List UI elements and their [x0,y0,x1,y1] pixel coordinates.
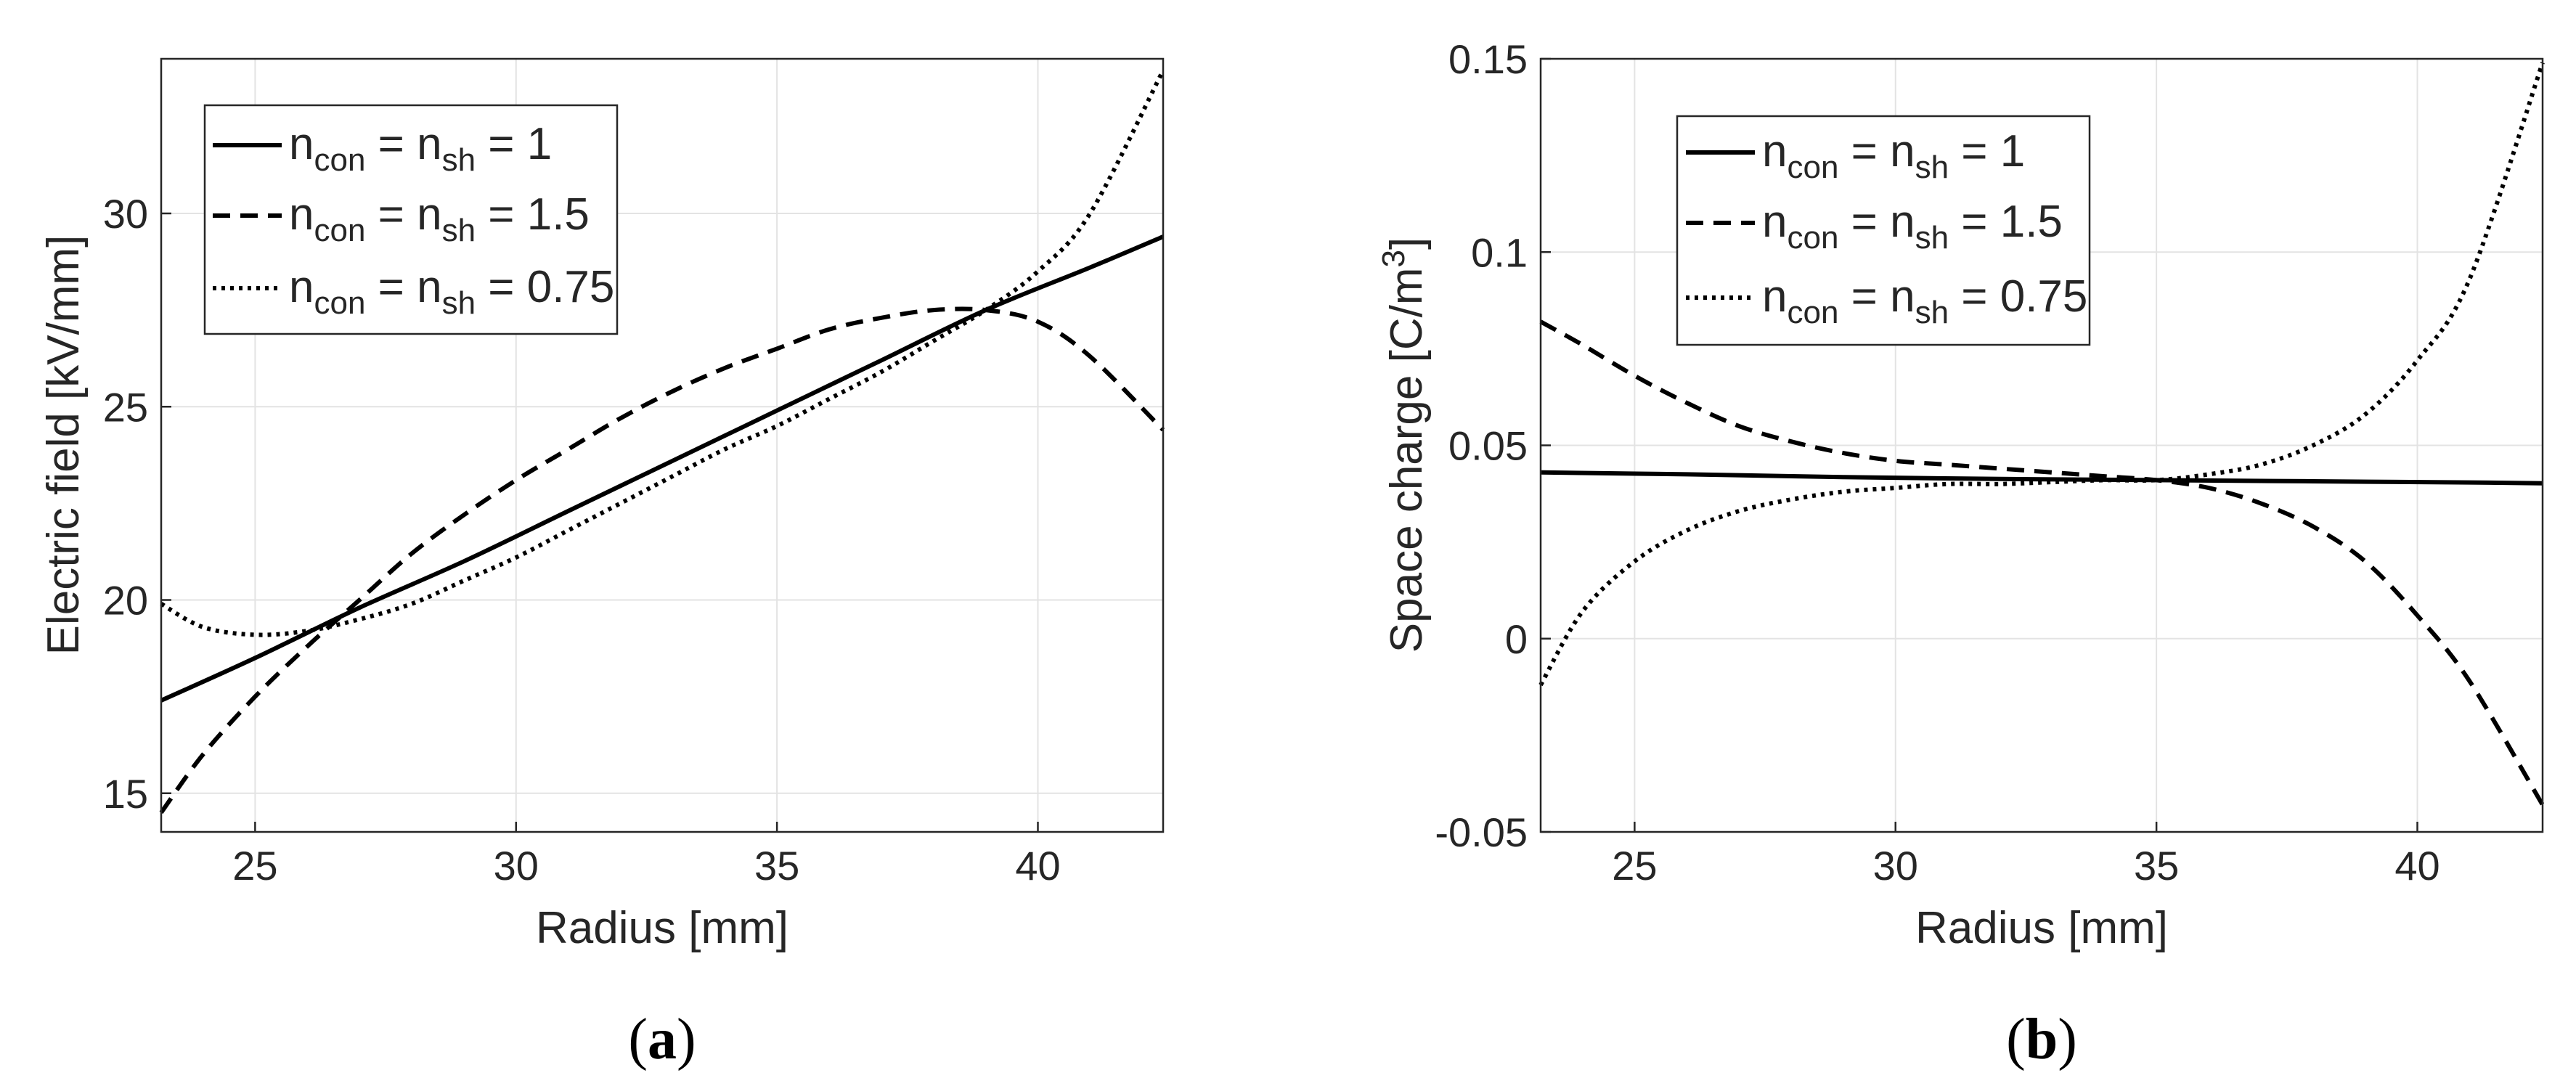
series-group-b [1538,62,2545,807]
legend-label-a-1: ncon = nsh = 1.5 [289,189,590,248]
legend-item-a-2: ncon = nsh = 0.75 [213,262,614,321]
x-axis-label-b: Radius [mm] [1915,903,2168,953]
legend-label-a-2: ncon = nsh = 0.75 [289,262,614,321]
panel-label-b: (b) [2006,1008,2077,1071]
y-axis-label-a: Electric field [kV/mm] [38,235,89,656]
y-ticks-b: -0.05 0 0.05 0.1 0.15 [1435,36,1551,855]
y-tick-label-b-2: 0.05 [1448,423,1528,469]
axes-box-a [160,57,1165,833]
series-line-b-solid [1540,470,2543,486]
y-tick-label-a-1: 20 [103,578,148,624]
y-tick-label-b-0: -0.05 [1435,809,1528,855]
legend-item-a-0: ncon = nsh = 1 [213,119,552,178]
x-tick-label-a-3: 40 [1015,843,1060,889]
x-tick-label-a-1: 30 [494,843,539,889]
x-tick-label-b-2: 35 [2134,843,2179,889]
y-tick-label-b-4: 0.15 [1448,36,1528,82]
series-line-a-solid [160,234,1165,703]
x-tick-label-b-3: 40 [2394,843,2440,889]
y-tick-label-b-3: 0.1 [1471,229,1528,275]
series-line-b-dashed [1539,319,2545,807]
y-tick-label-a-3: 30 [103,191,148,237]
series-group-a [159,69,1165,814]
x-ticks-a: 25 30 35 40 [232,822,1061,889]
legend-b: ncon = nsh = 1 ncon = nsh = 1.5 ncon = n… [1676,115,2091,346]
legend-item-b-1: ncon = nsh = 1.5 [1686,197,2063,256]
legend-item-b-0: ncon = nsh = 1 [1686,126,2025,185]
x-ticks-b: 25 30 35 40 [1612,822,2440,889]
legend-label-b-0: ncon = nsh = 1 [1762,126,2025,185]
chart-panel-a: 25 30 35 40 15 20 25 30 Radius [mm] Electric f… [38,57,1165,1071]
y-tick-label-a-2: 25 [103,384,148,430]
y-tick-label-a-0: 15 [103,771,148,817]
x-tick-label-a-2: 35 [754,843,799,889]
y-ticks-a: 15 20 25 30 [103,191,171,817]
x-axis-label-a: Radius [mm] [536,903,788,953]
legend-label-b-1: ncon = nsh = 1.5 [1762,197,2063,256]
legend-a: ncon = nsh = 1 ncon = nsh = 1.5 ncon = n… [203,104,619,335]
chart-panel-b: 25 30 35 40 -0.05 0 0.05 0.1 0.15 Radius [mm] S… [1376,36,2545,1071]
y-axis-label-b: Space charge [C/m3] [1376,237,1432,653]
series-line-b-dotted [1538,62,2545,687]
x-tick-label-a-0: 25 [232,843,277,889]
legend-label-a-0: ncon = nsh = 1 [289,119,552,178]
panel-label-a: (a) [628,1008,696,1071]
x-tick-label-b-1: 30 [1873,843,1918,889]
legend-item-a-1: ncon = nsh = 1.5 [213,189,590,248]
x-tick-label-b-0: 25 [1612,843,1657,889]
legend-label-b-2: ncon = nsh = 0.75 [1762,271,2087,330]
y-tick-label-b-1: 0 [1505,616,1528,662]
legend-item-b-2: ncon = nsh = 0.75 [1686,271,2087,330]
